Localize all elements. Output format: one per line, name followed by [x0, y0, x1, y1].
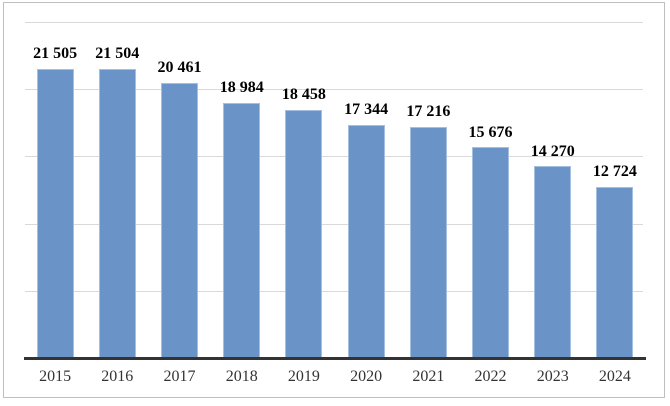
x-axis-labels: 2015 2016 2017 2018 2019 2020 2021 2022 2023 2024	[24, 368, 646, 386]
value-label: 21 504	[95, 45, 140, 63]
x-axis-label: 2022	[474, 368, 507, 385]
value-label: 12 724	[592, 163, 637, 181]
x-axis-label: 2019	[287, 368, 320, 385]
x-axis-label: 2023	[536, 368, 569, 385]
x-axis-line	[24, 357, 646, 360]
value-label: 18 458	[281, 86, 326, 104]
bar	[98, 69, 136, 358]
bar-column: 20 461	[148, 22, 210, 358]
bar-column: 18 984	[211, 22, 273, 358]
bar-column: 18 458	[273, 22, 335, 358]
value-label: 14 270	[530, 142, 575, 160]
value-label: 21 505	[33, 45, 78, 63]
x-axis-label: 2017	[163, 368, 196, 385]
value-label: 18 984	[219, 79, 264, 97]
x-axis-label: 2018	[225, 368, 258, 385]
bar-column: 12 724	[584, 22, 646, 358]
x-axis-label: 2016	[101, 368, 134, 385]
x-axis-label: 2021	[412, 368, 445, 385]
bar-column: 14 270	[522, 22, 584, 358]
value-label: 15 676	[468, 123, 513, 141]
bar	[36, 68, 74, 358]
x-axis-label: 2020	[350, 368, 383, 385]
bar-column: 17 216	[397, 22, 459, 358]
value-label: 17 344	[344, 101, 389, 119]
value-label: 17 216	[406, 103, 451, 121]
bar	[161, 83, 198, 358]
bar-column: 17 344	[335, 22, 397, 358]
bar	[409, 126, 447, 358]
bar-column: 15 676	[459, 22, 521, 358]
plot-area: 21 505 21 504 20 461 18 984 18 458 17 34…	[24, 22, 646, 358]
value-label: 20 461	[157, 59, 202, 77]
bar-column: 21 504	[86, 22, 148, 358]
bar	[347, 124, 385, 358]
bar	[285, 109, 323, 358]
bar	[472, 147, 510, 358]
x-axis-label: 2024	[598, 368, 631, 385]
bar	[596, 187, 634, 358]
x-axis-label: 2015	[39, 368, 72, 385]
bar	[223, 102, 261, 358]
bar	[534, 166, 572, 358]
bar-column: 21 505	[24, 22, 86, 358]
